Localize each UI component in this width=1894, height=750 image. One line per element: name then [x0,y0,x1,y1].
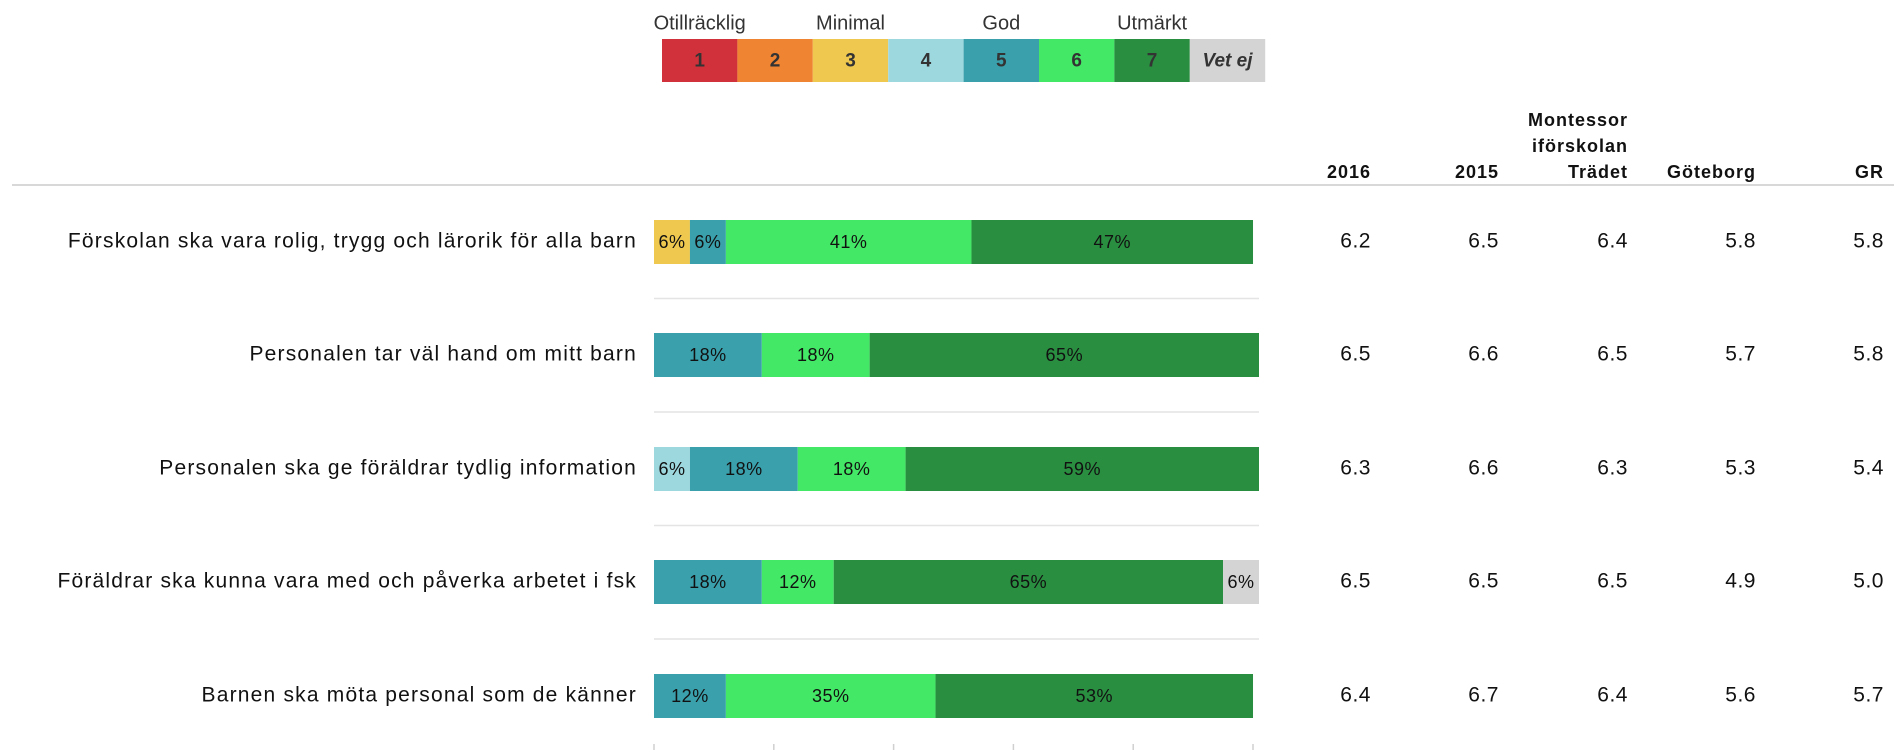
legend-swatch [888,39,964,82]
legend-swatch [812,39,889,82]
table-value: 5.7 [1853,684,1884,707]
bar-segment [971,220,1254,264]
bar-value-label: 18% [833,459,871,479]
bar-value-label: 12% [779,572,817,592]
bar-segment [935,674,1254,718]
bar-segment [654,674,726,718]
bar-value-label: 6% [694,232,721,252]
bar-value-label: 6% [1228,572,1255,592]
bar-value-label: 65% [1010,572,1048,592]
bar-segment [725,674,936,718]
table-value: 6.5 [1597,570,1628,593]
column-header: iförskolan [1532,136,1628,156]
row-label: Personalen ska ge föräldrar tydlig infor… [159,457,637,480]
scale-label: God [982,12,1020,34]
bar-segment [905,447,1259,491]
legend-swatch [1189,39,1266,82]
table-value: 6.7 [1468,684,1499,707]
table-value: 6.5 [1597,343,1628,366]
bar-segment [654,333,762,377]
column-header: 2015 [1455,162,1499,182]
table-value: 6.4 [1340,684,1371,707]
bar-segment [725,220,972,264]
legend-swatch [1039,39,1115,82]
bar-value-label: 53% [1076,686,1114,706]
bar-value-label: 47% [1093,232,1131,252]
table-value: 5.4 [1853,457,1884,480]
bar-value-label: 59% [1064,459,1102,479]
table-value: 6.6 [1468,343,1499,366]
table-value: 5.8 [1725,230,1756,253]
row-label: Personalen tar väl hand om mitt barn [249,343,637,366]
legend-label: 3 [845,51,856,72]
table-value: 6.5 [1340,343,1371,366]
table-value: 6.3 [1340,457,1371,480]
bar-value-label: 35% [812,686,850,706]
bar-value-label: 18% [797,345,835,365]
legend-label: 6 [1071,51,1082,72]
bar-segment [833,560,1224,604]
bar-segment [689,447,798,491]
bar-value-label: 12% [671,686,709,706]
bar-segment [869,333,1259,377]
bar-segment [654,220,690,264]
bar-segment [761,560,834,604]
bar-value-label: 6% [658,459,685,479]
row-label: Föräldrar ska kunna vara med och påverka… [57,570,637,593]
table-value: 6.4 [1597,684,1628,707]
column-header: GR [1855,162,1884,182]
bar-value-label: 18% [689,572,727,592]
legend-label: Vet ej [1203,51,1254,72]
scale-label: Utmärkt [1117,12,1187,34]
row-label: Förskolan ska vara rolig, trygg och läro… [68,230,637,253]
table-value: 5.0 [1853,570,1884,593]
bar-segment [654,447,690,491]
bar-value-label: 18% [725,459,763,479]
column-header: 2016 [1327,162,1371,182]
column-header: Göteborg [1667,162,1756,182]
column-header: Trädet [1568,162,1628,182]
table-value: 6.6 [1468,457,1499,480]
legend-label: 7 [1147,51,1158,72]
scale-label: Minimal [816,12,885,34]
bar-value-label: 41% [830,232,868,252]
bar-value-label: 6% [658,232,685,252]
bar-segment [761,333,870,377]
table-value: 4.9 [1725,570,1756,593]
legend-label: 1 [694,51,705,72]
bar-segment [654,560,762,604]
bar-value-label: 65% [1046,345,1084,365]
bar-value-label: 18% [689,345,727,365]
table-value: 6.3 [1597,457,1628,480]
legend-swatch [737,39,813,82]
table-value: 5.8 [1853,230,1884,253]
bar-segment [797,447,906,491]
table-value: 5.3 [1725,457,1756,480]
legend-swatch [963,39,1039,82]
table-value: 6.4 [1597,230,1628,253]
scale-label: Otillräcklig [654,12,746,34]
legend-swatch [1114,39,1190,82]
table-value: 6.5 [1468,570,1499,593]
legend-label: 5 [996,51,1007,72]
table-value: 6.2 [1340,230,1371,253]
column-header: Montessor [1528,110,1628,130]
legend-swatch [662,39,738,82]
table-value: 5.7 [1725,343,1756,366]
legend-label: 2 [770,51,781,72]
bar-segment [1223,560,1259,604]
bar-segment [689,220,726,264]
row-label: Barnen ska möta personal som de känner [202,684,637,707]
table-value: 5.8 [1853,343,1884,366]
legend-label: 4 [921,51,932,72]
table-value: 5.6 [1725,684,1756,707]
table-value: 6.5 [1468,230,1499,253]
table-value: 6.5 [1340,570,1371,593]
